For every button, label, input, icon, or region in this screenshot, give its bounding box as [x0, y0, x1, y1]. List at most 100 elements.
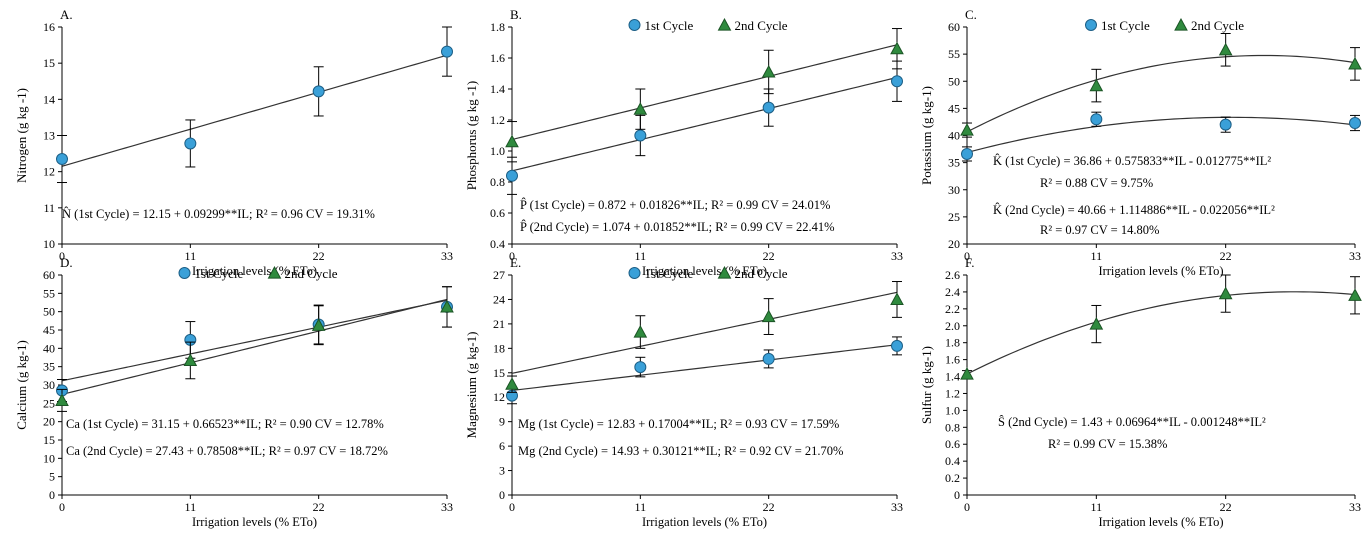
legend-marker-cycle1: [628, 267, 641, 279]
regression-equation: Ca (2nd Cycle) = 27.43 + 0.78508**IL; R²…: [66, 444, 388, 458]
data-point-cycle2: [761, 309, 776, 323]
y-tick-label: 16: [43, 20, 55, 34]
panel-d: 0 5 10 15 20 25 30 35 40 45 50 55 60 0 11 22 33 Irrigatio…: [14, 255, 454, 529]
fit-line-cycle1: [61, 54, 448, 167]
data-point-cycle1: [1090, 113, 1103, 126]
y-tick-label: 30: [948, 183, 960, 197]
y-tick-label: 60: [43, 268, 55, 282]
panel-letter: E.: [510, 255, 521, 270]
x-axis-label: Irrigation levels (% ETo): [642, 264, 767, 278]
regression-equation: Mg (1st Cycle) = 12.83 + 0.17004**IL; R²…: [518, 417, 839, 431]
y-tick-label: 18: [493, 341, 505, 355]
regression-equation: K̂ (2nd Cycle) = 40.66 + 1.114886**IL - …: [993, 203, 1275, 217]
y-tick-label: 1.4: [490, 82, 505, 96]
x-axis-label: Irrigation levels (% ETo): [192, 264, 317, 278]
x-tick-label: 22: [1220, 249, 1232, 263]
fit-line-cycle2: [966, 54, 1356, 133]
x-tick-label: 11: [185, 249, 197, 263]
data-point-cycle1: [762, 101, 775, 114]
panel-e: 0 3 6 9 12 15 18 21 24 27 0 11 22 33 Irrigation levels…: [464, 255, 904, 529]
x-axis-label: Irrigation levels (% ETo): [192, 515, 317, 529]
y-tick-label: 1.0: [945, 403, 960, 417]
panel-c: 20 25 30 35 40 45 50 55 60 0 11 22 33 Irrigation leve…: [919, 7, 1362, 278]
data-point-cycle1: [762, 352, 775, 365]
data-point-cycle2: [890, 41, 904, 55]
y-axis-label: Potassium (g kg-1): [919, 86, 934, 185]
y-tick-label: 15: [493, 366, 505, 380]
y-tick-label: 6: [499, 439, 505, 453]
y-tick-label: 0.8: [945, 420, 960, 434]
y-tick-label: 30: [43, 378, 55, 392]
legend-label-cycle2: 2nd Cycle: [735, 18, 788, 33]
x-tick-label: 0: [509, 500, 515, 514]
legend-marker-cycle2: [717, 265, 732, 279]
x-tick-label: 33: [891, 249, 903, 263]
y-tick-label: 24: [493, 292, 505, 306]
data-point-cycle1: [891, 75, 903, 88]
data-point-cycle2: [1089, 78, 1104, 92]
y-axis-label: Calcium (g kg-1): [14, 340, 29, 430]
y-tick-label: 1.2: [490, 113, 505, 127]
data-point-cycle1: [961, 147, 973, 160]
data-point-cycle2: [505, 134, 519, 148]
legend-marker-cycle2: [1174, 17, 1188, 31]
y-tick-label: 0.2: [945, 471, 960, 485]
legend-marker-cycle2: [267, 265, 282, 279]
y-tick-label: 20: [948, 237, 960, 251]
legend-marker-cycle1: [178, 267, 191, 279]
data-point-cycle2: [183, 353, 198, 367]
panel-letter: A.: [60, 7, 73, 22]
y-tick-label: 40: [948, 129, 960, 143]
y-tick-label: 0.4: [945, 454, 960, 468]
y-tick-label: 50: [43, 305, 55, 319]
y-tick-label: 45: [43, 323, 55, 337]
y-tick-label: 15: [43, 433, 55, 447]
x-tick-label: 33: [441, 249, 453, 263]
y-tick-label: 2.6: [945, 268, 960, 282]
y-tick-label: 55: [43, 286, 55, 300]
y-tick-label: 15: [43, 56, 55, 70]
y-tick-label: 45: [948, 101, 960, 115]
fit-line-cycle2: [61, 298, 448, 396]
y-tick-label: 0: [49, 488, 55, 502]
regression-equation: Ca (1st Cycle) = 31.15 + 0.66523**IL; R²…: [66, 417, 384, 431]
regression-equation: P̂ (2nd Cycle) = 1.074 + 0.01852**IL; R²…: [520, 220, 835, 234]
y-tick-label: 11: [43, 201, 55, 215]
regression-equation: K̂ (1st Cycle) = 36.86 + 0.575833**IL - …: [993, 154, 1271, 168]
y-tick-label: 1.2: [945, 386, 960, 400]
x-tick-label: 11: [1091, 249, 1103, 263]
y-tick-label: 55: [948, 47, 960, 61]
y-tick-label: 1.6: [490, 51, 505, 65]
x-tick-label: 0: [964, 249, 970, 263]
y-tick-label: 10: [43, 237, 55, 251]
legend-marker-cycle1: [1085, 19, 1097, 31]
data-point-cycle1: [891, 339, 903, 352]
data-point-cycle2: [311, 318, 326, 331]
data-point-cycle1: [1219, 118, 1232, 131]
fit-line-cycle1: [966, 116, 1356, 154]
y-axis-label: Sulfur (g kg-1): [919, 346, 934, 424]
x-tick-label: 11: [635, 249, 647, 263]
y-tick-label: 35: [948, 156, 960, 170]
data-point-cycle2: [440, 299, 454, 313]
legend-marker-cycle2: [717, 17, 732, 31]
x-axis-label: Irrigation levels (% ETo): [642, 515, 767, 529]
y-tick-label: 2.4: [945, 285, 960, 299]
fit-line-cycle1: [511, 344, 898, 392]
y-tick-label: 14: [43, 92, 55, 106]
y-tick-label: 5: [49, 470, 55, 484]
data-point-cycle2: [1218, 286, 1233, 300]
data-point-cycle1: [634, 361, 647, 374]
x-tick-label: 33: [1349, 500, 1361, 514]
x-tick-label: 22: [763, 249, 775, 263]
data-point-cycle2: [633, 102, 648, 115]
x-tick-label: 11: [185, 500, 197, 514]
x-tick-label: 33: [441, 500, 453, 514]
panel-b: 0.4 0.6 0.8 1.0 1.2 1.4 1.6 1.8 0 11 22 33 Irrigatio…: [464, 7, 904, 278]
data-point-cycle1: [634, 129, 647, 142]
fit-line-cycle2: [511, 44, 898, 141]
y-tick-label: 13: [43, 129, 55, 143]
legend-label-cycle1: 1st Cycle: [1101, 18, 1150, 33]
y-tick-label: 12: [493, 390, 505, 404]
